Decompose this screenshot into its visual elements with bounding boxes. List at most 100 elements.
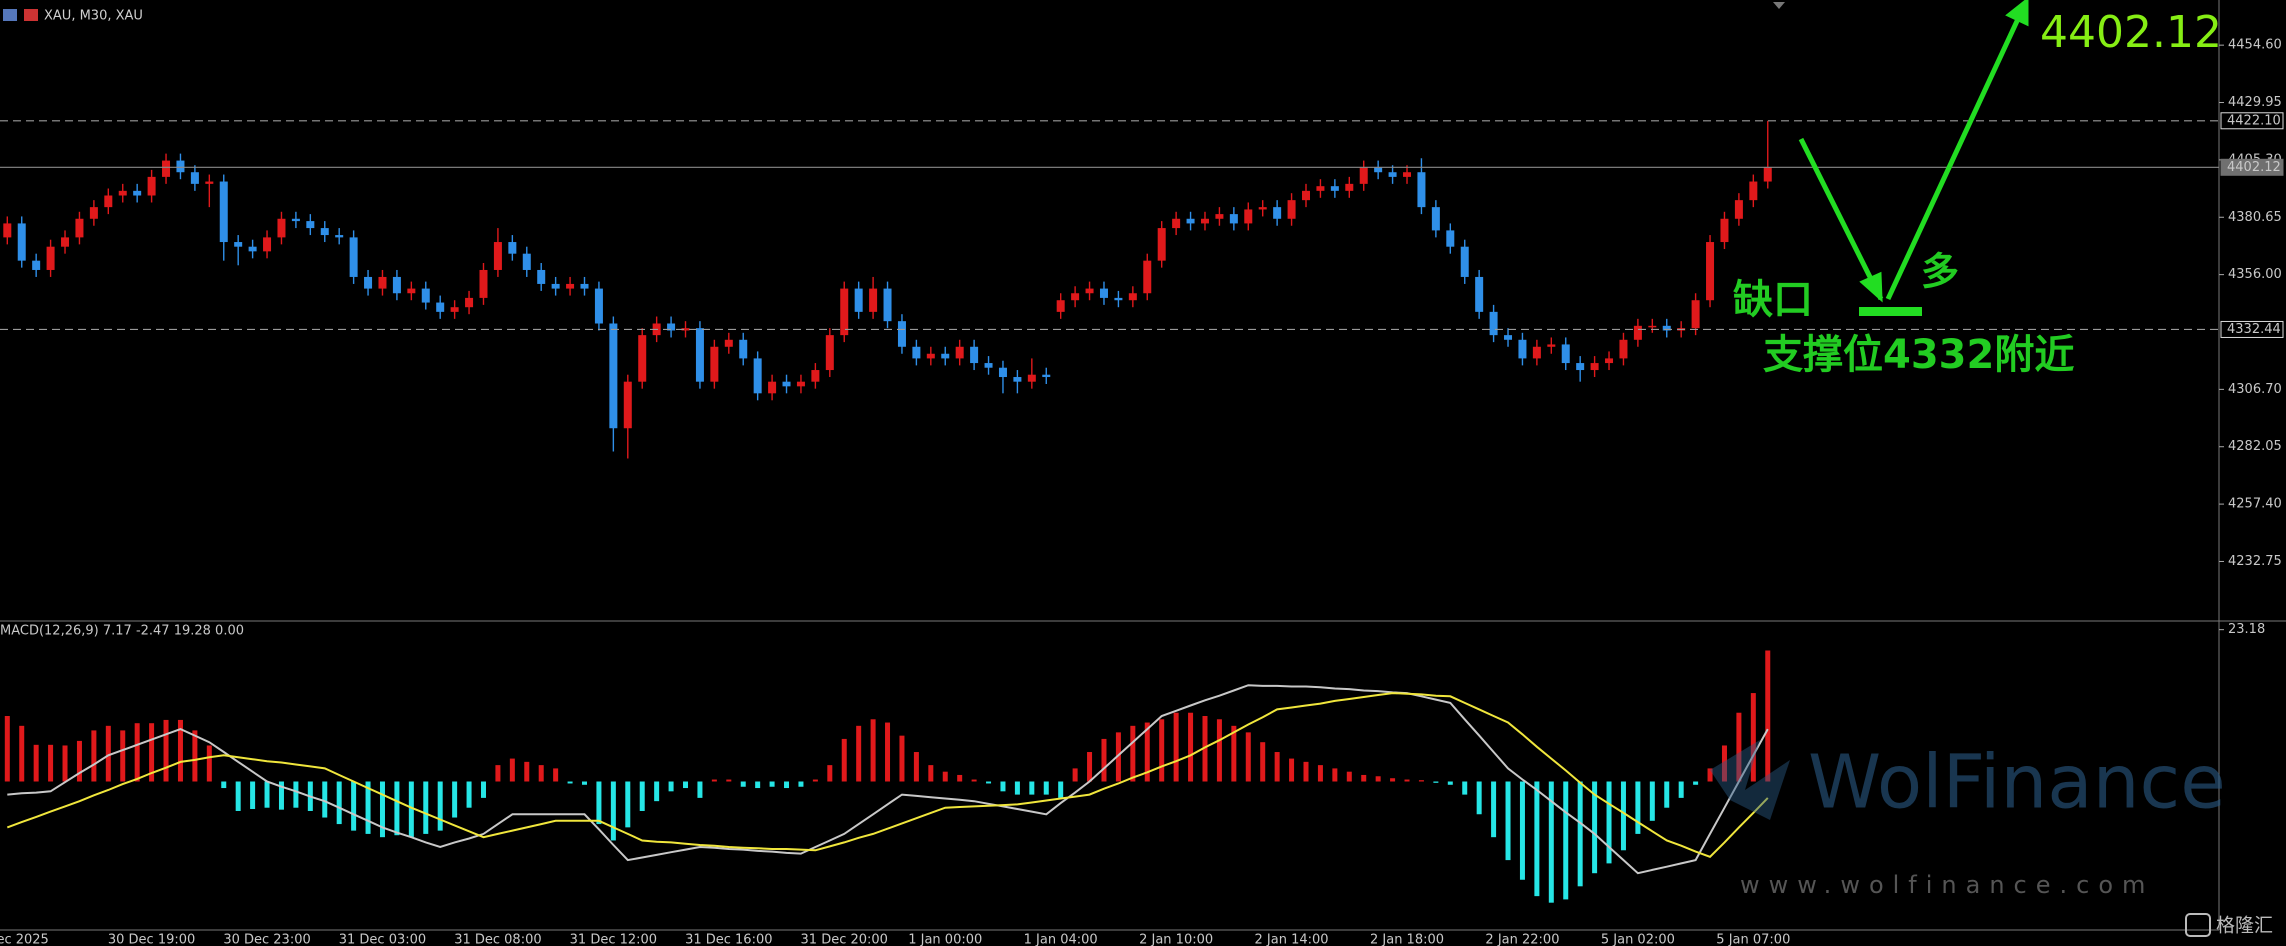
histogram-bar xyxy=(697,781,703,798)
candle-body xyxy=(176,160,185,173)
candle-body xyxy=(551,283,560,289)
histogram-bar xyxy=(1736,712,1742,782)
histogram-bar xyxy=(120,730,126,782)
candle-body xyxy=(1561,344,1570,364)
histogram-bar xyxy=(668,781,674,792)
candle-body xyxy=(1691,300,1700,329)
histogram-bar xyxy=(1519,781,1525,880)
candle-body xyxy=(1143,260,1152,294)
histogram-bar xyxy=(1202,715,1208,782)
histogram-bar xyxy=(423,781,429,834)
histogram-bar xyxy=(654,781,660,802)
histogram-bar xyxy=(683,781,689,789)
histogram-bar xyxy=(553,768,559,782)
candle-body xyxy=(522,253,531,270)
candle-body xyxy=(1071,293,1080,301)
candle-body xyxy=(1417,172,1426,208)
candle-body xyxy=(796,381,805,387)
histogram-bar xyxy=(278,781,284,810)
candle-body xyxy=(118,190,127,196)
macd-line xyxy=(6,692,1769,858)
histogram-bar xyxy=(1087,752,1093,782)
candle-body xyxy=(1172,218,1181,229)
candle-body xyxy=(840,288,849,336)
annotation: 缺口 xyxy=(1733,277,1813,323)
histogram-bar xyxy=(1548,781,1554,903)
window-icon xyxy=(3,9,17,21)
candle-body xyxy=(623,381,632,429)
candle-body xyxy=(594,288,603,324)
histogram-bar xyxy=(827,765,833,782)
candle-body xyxy=(32,260,41,270)
candle-body xyxy=(1576,363,1585,371)
histogram-bar xyxy=(235,781,241,811)
histogram-bar xyxy=(841,738,847,782)
candle-body xyxy=(306,221,315,229)
y-tick-label: 23.18 xyxy=(2228,622,2265,637)
watermark-icon xyxy=(1710,740,1790,820)
candle-body xyxy=(205,181,214,184)
candle-body xyxy=(1518,339,1527,359)
histogram-bar xyxy=(351,781,357,831)
histogram-bar xyxy=(437,781,443,831)
candle-body xyxy=(869,288,878,312)
histogram-bar xyxy=(957,774,963,782)
candle-body xyxy=(1056,300,1065,312)
histogram-bar xyxy=(19,725,25,782)
histogram-bar xyxy=(1014,781,1020,795)
histogram-bar xyxy=(1491,781,1497,838)
histogram-bar xyxy=(1173,712,1179,782)
histogram-bar xyxy=(149,723,155,782)
histogram-bar xyxy=(192,730,198,782)
histogram-bar xyxy=(1231,725,1237,782)
candle-body xyxy=(782,381,791,387)
candle-body xyxy=(248,246,257,252)
histogram-bar xyxy=(466,781,472,808)
candle-body xyxy=(17,223,26,261)
candle-body xyxy=(695,328,704,382)
candle-body xyxy=(667,323,676,331)
candle-body xyxy=(190,172,199,184)
candle-body xyxy=(3,223,12,238)
candle-body xyxy=(263,237,272,252)
candle-body xyxy=(1013,377,1022,382)
candle-body xyxy=(1720,218,1729,243)
arrow-head xyxy=(2005,0,2029,27)
x-tick-label: 31 Dec 03:00 xyxy=(339,933,426,946)
histogram-bar xyxy=(1721,745,1727,782)
histogram-bar xyxy=(567,781,573,784)
chart-title: XAU, M30, XAU xyxy=(44,9,143,24)
arrow xyxy=(1798,137,1884,301)
candle-body xyxy=(1489,311,1498,336)
macd-line xyxy=(7,684,1769,875)
histogram-bar xyxy=(62,745,68,782)
candle-body xyxy=(1273,207,1282,219)
histogram-bar xyxy=(1433,781,1439,783)
candle-body xyxy=(1374,167,1383,173)
histogram-bar xyxy=(1130,725,1136,782)
scroll-marker xyxy=(1773,2,1785,9)
candle-body xyxy=(941,353,950,359)
histogram-bar xyxy=(1029,781,1035,795)
macd-title: MACD(12,26,9) 7.17 -2.47 19.28 0.00 xyxy=(0,624,244,639)
y-tick-label: 4380.65 xyxy=(2228,210,2282,225)
histogram-bar xyxy=(726,779,732,782)
histogram-bar xyxy=(1390,778,1396,782)
price-label: 4402.12 xyxy=(2227,160,2281,175)
histogram-bar xyxy=(610,781,616,841)
histogram-bar xyxy=(336,781,342,825)
candle-body xyxy=(378,276,387,289)
candle-body xyxy=(897,321,906,347)
candle-body xyxy=(277,218,286,238)
candle-body xyxy=(1648,325,1657,328)
x-tick-label: 30 Dec 23:00 xyxy=(223,933,310,946)
candle-body xyxy=(219,181,228,243)
candle-body xyxy=(89,207,98,219)
annotation: 支撑位4332附近 xyxy=(1763,332,2074,378)
x-tick-label: 5 Jan 02:00 xyxy=(1601,933,1675,946)
candle-body xyxy=(970,346,979,364)
histogram-bar xyxy=(1606,781,1612,864)
candle-body xyxy=(580,283,589,289)
histogram-bar xyxy=(1159,719,1165,782)
candle-body xyxy=(479,269,488,298)
